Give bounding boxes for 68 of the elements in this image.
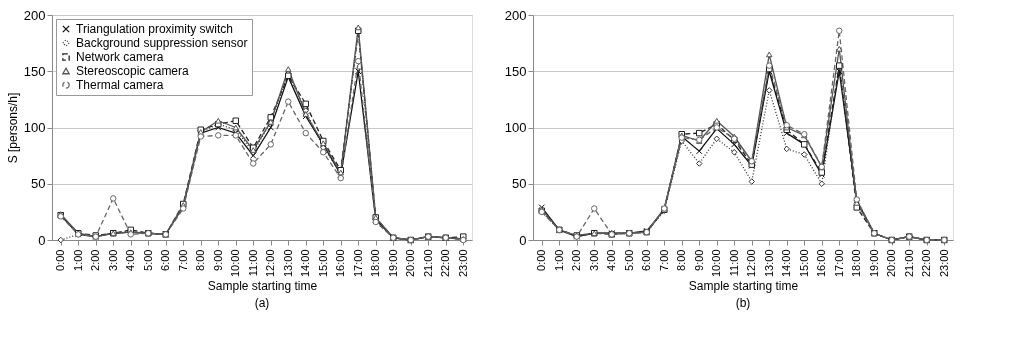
x-tick-label: 23:00 bbox=[456, 249, 469, 278]
y-tick-label: 0 bbox=[38, 232, 46, 248]
x-tick-label: 5:00 bbox=[622, 249, 635, 271]
x-tick-label: 9:00 bbox=[211, 249, 224, 271]
y-tick-label: 200 bbox=[23, 7, 46, 23]
x-tick-label: 3:00 bbox=[106, 249, 119, 271]
x-tick-label: 5:00 bbox=[141, 249, 154, 271]
x-tick-label: 17:00 bbox=[351, 249, 364, 278]
x-tick-label: 4:00 bbox=[124, 249, 137, 271]
x-tick-label: 7:00 bbox=[176, 249, 189, 271]
x-tick-label: 13:00 bbox=[281, 249, 294, 278]
x-tick-label: 23:00 bbox=[937, 249, 950, 278]
x-tick-label: 21:00 bbox=[902, 249, 915, 278]
y-tick-label: 200 bbox=[504, 7, 527, 23]
y-tick-label: 50 bbox=[512, 176, 527, 192]
x-tick-label: 2:00 bbox=[570, 249, 583, 271]
x-tick-label: 11:00 bbox=[727, 249, 740, 277]
x-tick-label: 0:00 bbox=[54, 249, 67, 271]
y-tick-label: 100 bbox=[504, 120, 527, 135]
x-tick-label: 1:00 bbox=[71, 249, 84, 271]
x-tick-label: 6:00 bbox=[159, 249, 172, 271]
text: (a) bbox=[254, 295, 270, 310]
x-tick-label: 15:00 bbox=[797, 249, 810, 278]
x-tick-label: 16:00 bbox=[334, 249, 347, 278]
y-tick-label: 50 bbox=[31, 176, 46, 192]
x-tick-label: 22:00 bbox=[920, 249, 933, 278]
x-tick-label: 1:00 bbox=[552, 249, 565, 271]
legend-label: Triangulation proximity switch bbox=[76, 22, 233, 36]
x-tick-label: 13:00 bbox=[762, 249, 775, 278]
text: (b) bbox=[735, 295, 751, 310]
x-tick-label: 6:00 bbox=[640, 249, 653, 271]
x-tick-label: 10:00 bbox=[710, 249, 723, 278]
x-tick-label: 15:00 bbox=[316, 249, 329, 278]
x-axis-title: Sample starting time bbox=[688, 279, 799, 294]
y-tick-label: 150 bbox=[23, 63, 46, 79]
legend-label: Thermal camera bbox=[76, 78, 164, 92]
y-tick-label: 0 bbox=[519, 232, 527, 248]
y-tick-label: 100 bbox=[23, 120, 46, 135]
y-axis-title: S [persons/h] bbox=[5, 92, 20, 164]
x-tick-label: 22:00 bbox=[439, 249, 452, 278]
x-tick-label: 8:00 bbox=[675, 249, 688, 271]
x-tick-label: 7:00 bbox=[657, 249, 670, 271]
x-tick-label: 0:00 bbox=[535, 249, 548, 271]
x-tick-label: 12:00 bbox=[745, 249, 758, 278]
x-tick-label: 8:00 bbox=[194, 249, 207, 271]
x-tick-label: 19:00 bbox=[386, 249, 399, 278]
x-tick-label: 2:00 bbox=[89, 249, 102, 271]
x-tick-label: 14:00 bbox=[299, 249, 312, 278]
x-tick-label: 12:00 bbox=[264, 249, 277, 278]
x-tick-label: 20:00 bbox=[885, 249, 898, 278]
x-tick-label: 9:00 bbox=[692, 249, 705, 271]
x-tick-label: 11:00 bbox=[246, 249, 259, 277]
x-tick-label: 14:00 bbox=[780, 249, 793, 278]
y-tick-label: 150 bbox=[504, 63, 527, 79]
x-tick-label: 3:00 bbox=[587, 249, 600, 271]
x-tick-label: 18:00 bbox=[850, 249, 863, 278]
x-tick-label: 21:00 bbox=[421, 249, 434, 278]
x-axis-title: Sample starting time bbox=[207, 279, 318, 294]
legend-label: Network camera bbox=[76, 50, 164, 64]
legend-label: Stereoscopic camera bbox=[76, 64, 190, 78]
x-tick-label: 18:00 bbox=[369, 249, 382, 278]
x-tick-label: 10:00 bbox=[229, 249, 242, 278]
x-tick-label: 4:00 bbox=[605, 249, 618, 271]
x-tick-label: 17:00 bbox=[832, 249, 845, 278]
legend-label: Background suppression sensor bbox=[76, 36, 248, 50]
x-tick-label: 19:00 bbox=[867, 249, 880, 278]
x-tick-label: 20:00 bbox=[404, 249, 417, 278]
x-tick-label: 16:00 bbox=[815, 249, 828, 278]
